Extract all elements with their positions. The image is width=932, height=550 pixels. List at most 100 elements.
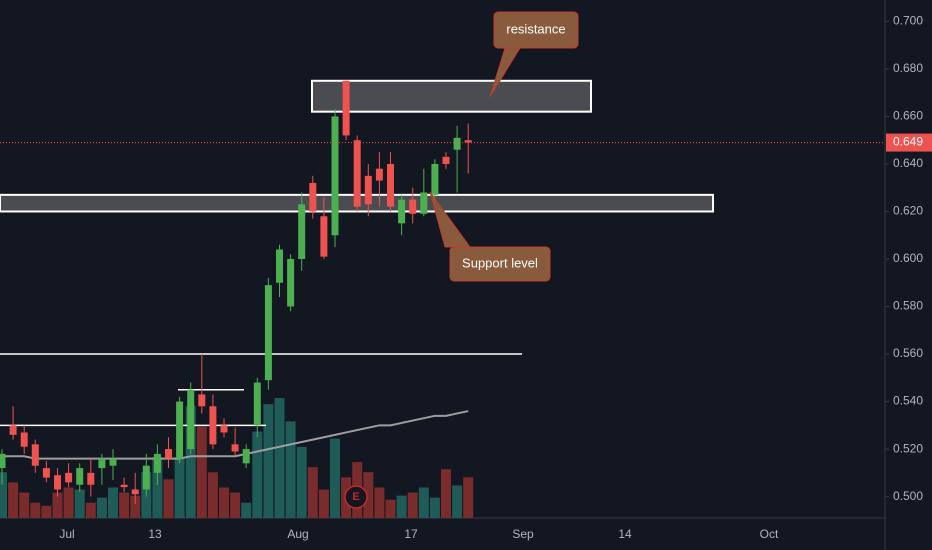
- volume-bar: [252, 431, 263, 518]
- volume-bar: [207, 472, 218, 518]
- x-tick-label: Oct: [760, 527, 779, 541]
- candle-body: [131, 489, 139, 495]
- candle-body: [54, 475, 61, 490]
- candle-body: [375, 168, 383, 181]
- candle-body: [264, 285, 272, 381]
- candle-body: [287, 259, 295, 307]
- volume-bar: [108, 487, 118, 518]
- x-tick-label: 17: [404, 527, 418, 541]
- volume-bar: [41, 505, 52, 518]
- volume-bar: [463, 477, 474, 518]
- candle-body: [42, 468, 50, 478]
- candle-body: [87, 472, 95, 485]
- y-tick-label: 0.560: [893, 346, 923, 360]
- candle-body: [98, 458, 106, 469]
- volume-bar: [307, 467, 318, 518]
- candle-body: [76, 468, 84, 485]
- candle-body: [298, 204, 306, 259]
- volume-bar: [196, 426, 207, 518]
- y-tick-label: 0.660: [893, 109, 923, 123]
- candle-body: [431, 163, 439, 195]
- candle-body: [242, 449, 250, 464]
- candle-body: [187, 389, 195, 450]
- candle-body: [220, 425, 228, 433]
- candle-body: [109, 458, 117, 466]
- candle-body: [420, 192, 428, 214]
- candle-body: [331, 116, 339, 236]
- x-tick-label: Aug: [287, 527, 308, 541]
- volume-bar: [385, 499, 396, 518]
- volume-bar: [63, 487, 74, 518]
- volume-bar: [330, 438, 340, 518]
- zone: [311, 79, 592, 113]
- candle-body: [142, 465, 150, 490]
- candle-body: [65, 472, 73, 483]
- volume-bar: [429, 497, 440, 518]
- candle-body: [353, 140, 361, 207]
- callout-text: Support level: [462, 255, 538, 270]
- candle-body: [409, 199, 417, 214]
- callout-box: [449, 246, 551, 282]
- candle-body: [309, 182, 317, 212]
- callout-text: resistance: [506, 21, 565, 36]
- candle-body: [398, 199, 406, 224]
- volume-bar: [96, 497, 107, 518]
- volume-bar: [274, 398, 285, 518]
- candle-body: [0, 453, 6, 469]
- volume-bar: [119, 492, 130, 518]
- candle-body: [31, 444, 39, 466]
- volume-bar: [407, 492, 418, 518]
- volume-bar: [296, 446, 307, 518]
- volume-bar: [30, 502, 41, 518]
- y-tick-label: 0.620: [893, 204, 923, 218]
- earnings-label: E: [352, 491, 359, 503]
- volume-bar: [8, 482, 19, 518]
- candle-body: [9, 425, 17, 435]
- candle-body: [198, 394, 206, 407]
- volume-bar: [241, 502, 252, 518]
- candle-body: [364, 175, 372, 205]
- y-tick-label: 0.640: [893, 156, 923, 170]
- volume-bar: [52, 492, 63, 518]
- x-tick-label: 13: [148, 527, 162, 541]
- volume-bar: [74, 489, 85, 518]
- y-tick-label: 0.700: [893, 14, 923, 28]
- x-tick-label: 14: [618, 527, 632, 541]
- volume-bar: [418, 487, 429, 518]
- candle-body: [387, 163, 394, 207]
- volume-bar: [185, 406, 196, 518]
- candle-body: [464, 140, 472, 143]
- volume-bar: [152, 456, 163, 518]
- candle-body: [153, 453, 161, 473]
- x-tick-label: Jul: [59, 527, 74, 541]
- candle-body: [320, 216, 328, 257]
- volume-bar: [452, 485, 463, 518]
- last-price-label: 0.649: [893, 135, 923, 149]
- candle-body: [165, 449, 172, 459]
- volume-bar: [163, 479, 174, 518]
- earnings-icon: [344, 485, 368, 509]
- candle-body: [176, 401, 184, 459]
- candle-body: [120, 484, 128, 488]
- y-tick-label: 0.520: [893, 441, 923, 455]
- volume-bar: [174, 456, 185, 518]
- volume-bar: [85, 502, 96, 518]
- volume-bar: [396, 495, 407, 518]
- volume-bar: [0, 472, 7, 518]
- y-tick-label: 0.600: [893, 251, 923, 265]
- candle-body: [442, 156, 450, 164]
- volume-bar: [363, 472, 374, 518]
- volume-bar: [441, 469, 451, 518]
- callout-box: [493, 11, 579, 49]
- candle-body: [453, 137, 461, 150]
- volume-bar: [230, 492, 241, 518]
- volume-bar: [285, 421, 296, 518]
- volume-bar: [374, 487, 385, 518]
- x-tick-label: Sep: [512, 527, 534, 541]
- y-tick-label: 0.680: [893, 61, 923, 75]
- y-tick-label: 0.580: [893, 299, 923, 313]
- volume-bar: [130, 495, 141, 518]
- candle-body: [253, 382, 261, 426]
- volume-bar: [318, 489, 329, 518]
- candle-body: [276, 249, 283, 283]
